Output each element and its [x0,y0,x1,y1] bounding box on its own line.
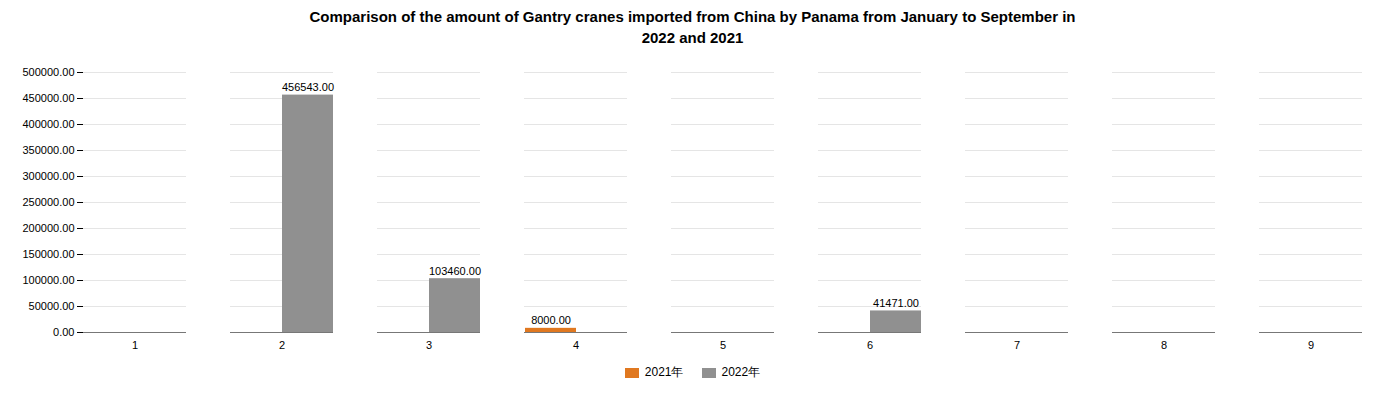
svg-text:4: 4 [573,339,579,351]
svg-text:8: 8 [1161,339,1167,351]
svg-text:250000.00: 250000.00 [23,196,75,208]
svg-text:41471.00: 41471.00 [873,297,919,309]
svg-text:3: 3 [426,339,432,351]
svg-text:200000.00: 200000.00 [23,222,75,234]
html-text:Comparison of the amount of Ga: Comparison of the amount of Gantry crane… [309,8,1076,25]
svg-text:1: 1 [132,339,138,351]
svg-text:5: 5 [720,339,726,351]
svg-text:8000.00: 8000.00 [531,314,571,326]
svg-text:100000.00: 100000.00 [23,274,75,286]
html-text:2021年: 2021年 [644,365,684,379]
svg-text:7: 7 [1014,339,1020,351]
svg-text:9: 9 [1308,339,1314,351]
svg-text:6: 6 [867,339,873,351]
svg-text:500000.00: 500000.00 [23,66,75,78]
svg-text:2: 2 [279,339,285,351]
svg-text:450000.00: 450000.00 [23,92,75,104]
svg-text:150000.00: 150000.00 [23,248,75,260]
svg-text:103460.00: 103460.00 [429,265,481,277]
html-text:2022 and 2021: 2022 and 2021 [641,29,744,46]
svg-text:350000.00: 350000.00 [23,144,75,156]
svg-text:456543.00: 456543.00 [282,81,334,93]
svg-text:0.00: 0.00 [53,326,74,338]
svg-text:400000.00: 400000.00 [23,118,75,130]
svg-text:50000.00: 50000.00 [29,300,75,312]
html-text:2022年: 2022年 [721,365,761,379]
svg-text:300000.00: 300000.00 [23,170,75,182]
